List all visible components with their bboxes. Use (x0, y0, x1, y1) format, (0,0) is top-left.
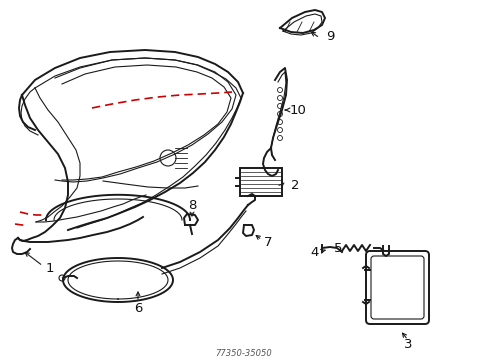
Text: 8: 8 (187, 198, 196, 212)
Text: 6: 6 (134, 302, 142, 315)
Text: 2: 2 (290, 179, 299, 192)
Text: 10: 10 (289, 104, 306, 117)
Text: 1: 1 (46, 261, 54, 274)
Text: 77350-35050: 77350-35050 (215, 350, 272, 359)
Text: 9: 9 (325, 30, 333, 42)
Bar (240, 168, 282, 196)
Text: 4: 4 (310, 246, 319, 258)
Text: 3: 3 (403, 338, 411, 351)
Text: 7: 7 (263, 235, 272, 248)
Text: 5: 5 (333, 242, 342, 255)
